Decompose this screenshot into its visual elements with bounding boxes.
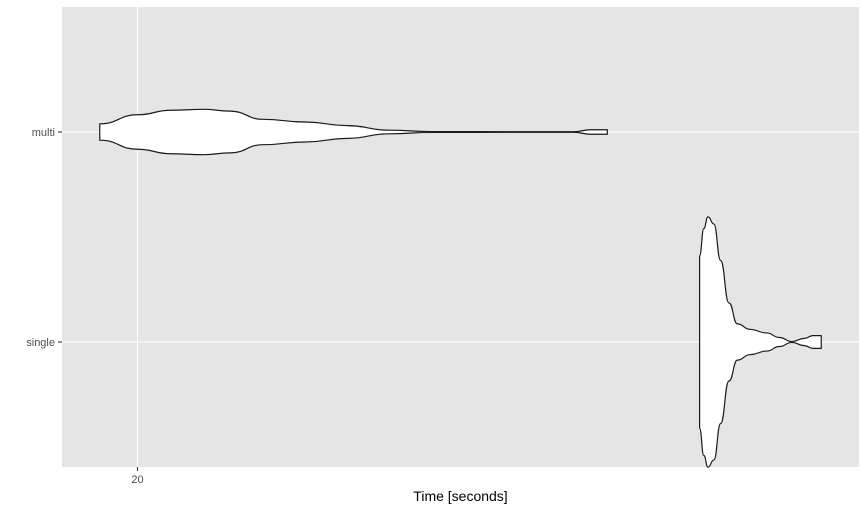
plot-panel — [62, 7, 859, 467]
violin-layer — [99, 108, 822, 468]
axes: 20 multi single — [26, 127, 143, 486]
y-tick-label-single: single — [26, 337, 55, 349]
violin-multi — [99, 108, 608, 156]
y-tick-label-multi: multi — [32, 127, 55, 139]
x-tick-label: 20 — [131, 474, 143, 486]
violin-single — [699, 216, 822, 468]
x-axis-title: Time [seconds] — [413, 488, 507, 504]
